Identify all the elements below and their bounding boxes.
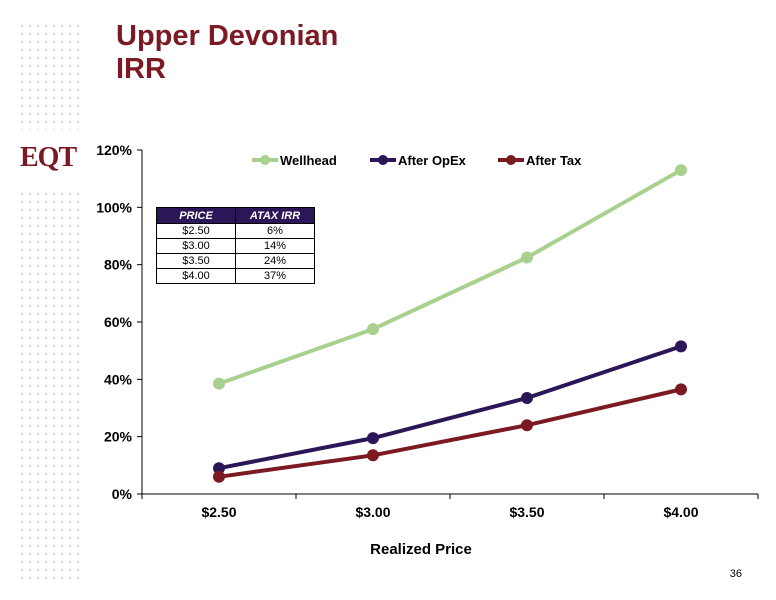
table-row: $3.00 14%: [156, 238, 315, 254]
logo-background: [18, 130, 82, 190]
y-tick-label: 20%: [104, 429, 133, 445]
legend-marker-after-tax: [506, 155, 516, 165]
series-line-after-opex: [218, 344, 682, 471]
series-line-wellhead: [218, 168, 682, 386]
table-cell-price: $3.00: [156, 238, 236, 254]
data-point-after-tax: [521, 419, 533, 432]
x-tick-label: $4.00: [663, 504, 698, 520]
legend-marker-after-opex: [378, 155, 388, 165]
data-point-after-tax: [675, 383, 687, 396]
data-point-after-opex: [213, 462, 225, 475]
data-point-after-opex: [521, 391, 533, 404]
data-point-after-tax: [213, 470, 225, 483]
table-header-price: PRICE: [156, 207, 236, 224]
title-line-2: IRR: [116, 53, 166, 85]
table-cell-irr: 14%: [235, 238, 315, 254]
table-row: $3.50 24%: [156, 253, 315, 269]
data-point-wellhead: [367, 323, 379, 336]
x-tick-label: $2.50: [201, 504, 236, 520]
table-row: $2.50 6%: [156, 223, 315, 239]
data-point-after-opex: [675, 340, 687, 353]
data-point-wellhead: [521, 251, 533, 264]
data-point-after-tax: [367, 449, 379, 462]
y-tick-label: 120%: [96, 142, 132, 158]
legend-marker-wellhead: [260, 155, 270, 165]
x-tick-label: $3.50: [509, 504, 544, 520]
legend-label-wellhead: Wellhead: [280, 153, 337, 168]
y-tick-label: 80%: [104, 257, 133, 273]
eqt-logo: EQT: [20, 142, 77, 173]
y-tick-label: 0%: [112, 486, 133, 502]
data-point-after-opex: [367, 432, 379, 445]
legend-label-after-tax: After Tax: [526, 153, 582, 168]
data-point-wellhead: [213, 377, 225, 390]
table-cell-price: $2.50: [156, 223, 236, 239]
atax-irr-table: PRICE ATAX IRR $2.50 6% $3.00 14% $3.50 …: [156, 207, 315, 284]
x-tick-label: $3.00: [355, 504, 390, 520]
y-tick-label: 60%: [104, 314, 133, 330]
table-cell-price: $3.50: [156, 253, 236, 269]
table-row: $4.00 37%: [156, 268, 315, 284]
y-tick-label: 40%: [104, 371, 133, 387]
table-cell-irr: 37%: [235, 268, 315, 284]
slide-title: Upper Devonian IRR: [116, 20, 338, 86]
table-cell-irr: 24%: [235, 253, 315, 269]
page-number: 36: [729, 568, 742, 580]
table-header-atax-irr: ATAX IRR: [235, 207, 315, 224]
table-header-row: PRICE ATAX IRR: [156, 207, 315, 224]
dot-pattern-decoration: [18, 22, 82, 582]
legend-label-after-opex: After OpEx: [398, 153, 467, 168]
data-point-wellhead: [675, 164, 687, 177]
table-cell-irr: 6%: [235, 223, 315, 239]
title-line-1: Upper Devonian: [116, 20, 339, 52]
x-axis-title: Realized Price: [370, 541, 472, 558]
y-tick-label: 100%: [96, 199, 132, 215]
table-cell-price: $4.00: [156, 268, 236, 284]
series-line-after-tax: [218, 387, 682, 479]
